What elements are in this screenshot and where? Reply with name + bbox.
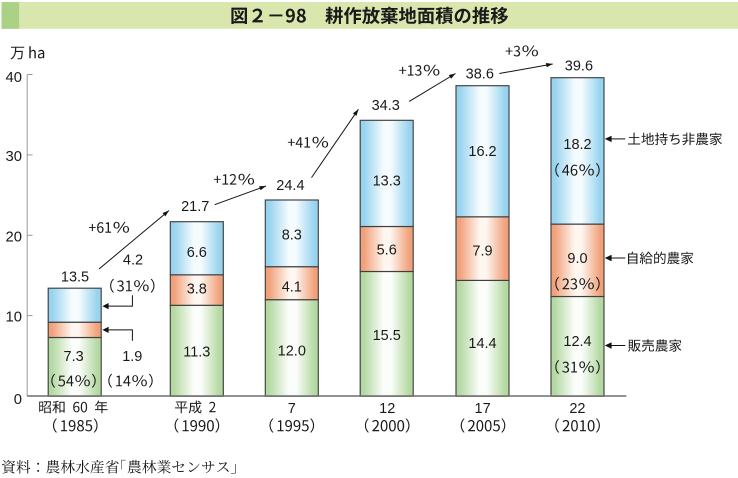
svg-text:13.5: 13.5 [61, 270, 89, 286]
svg-text:16.2: 16.2 [468, 144, 496, 160]
svg-text:39.6: 39.6 [565, 58, 593, 74]
svg-text:10: 10 [6, 310, 22, 326]
svg-text:6.6: 6.6 [187, 245, 207, 261]
svg-text:7: 7 [288, 401, 296, 417]
svg-text:5.6: 5.6 [377, 243, 397, 259]
svg-text:12: 12 [379, 401, 395, 417]
svg-text:38.6: 38.6 [466, 67, 494, 83]
svg-text:7.3: 7.3 [64, 349, 84, 365]
svg-text:40: 40 [6, 70, 22, 86]
svg-text:9.0: 9.0 [567, 251, 587, 267]
svg-text:15.5: 15.5 [373, 328, 401, 344]
svg-text:4.1: 4.1 [282, 280, 302, 296]
svg-text:17: 17 [475, 401, 491, 417]
svg-text:3.8: 3.8 [187, 282, 207, 298]
svg-text:4.2: 4.2 [123, 253, 143, 269]
svg-text:20: 20 [6, 229, 22, 245]
svg-text:12.4: 12.4 [563, 334, 591, 350]
svg-text:14.4: 14.4 [468, 336, 496, 352]
svg-text:24.4: 24.4 [276, 178, 304, 194]
svg-text:12.0: 12.0 [278, 344, 306, 360]
svg-text:21.7: 21.7 [181, 199, 209, 215]
svg-text:30: 30 [6, 149, 22, 165]
svg-text:34.3: 34.3 [372, 98, 400, 114]
svg-text:11.3: 11.3 [183, 344, 210, 360]
svg-text:1.9: 1.9 [122, 349, 142, 365]
svg-text:22: 22 [569, 401, 585, 417]
svg-text:18.2: 18.2 [563, 137, 591, 153]
svg-text:7.9: 7.9 [472, 244, 492, 260]
svg-text:8.3: 8.3 [282, 228, 302, 244]
svg-text:13.3: 13.3 [373, 174, 401, 190]
svg-text:0: 0 [14, 392, 22, 408]
